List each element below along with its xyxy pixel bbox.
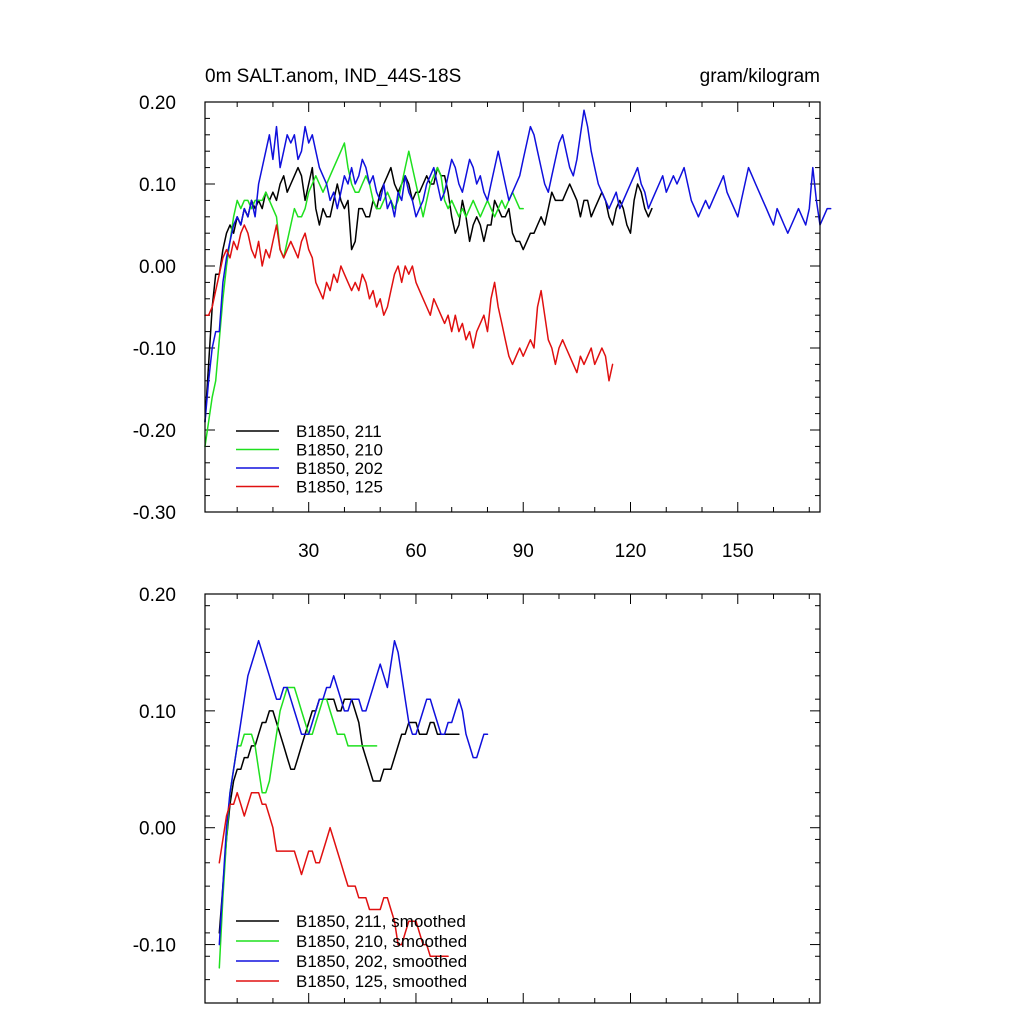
legend-label: B1850, 125, smoothed: [296, 972, 467, 991]
chart-title: 0m SALT.anom, IND_44S-18S: [205, 66, 461, 87]
y-tick-label: 0.10: [139, 702, 176, 723]
y-tick-label: -0.30: [133, 503, 176, 524]
plot-frame: [204, 101, 821, 513]
x-tick-label: 120: [615, 541, 647, 562]
series-line-b1850-202: [204, 109, 832, 423]
legend-label: B1850, 210: [296, 441, 383, 460]
legend-label: B1850, 202: [296, 459, 383, 478]
series-line-b1850-125: [218, 791, 449, 958]
series-line-b1850-211: [218, 698, 460, 934]
legend-label: B1850, 210, smoothed: [296, 932, 467, 951]
series-line-b1850-210: [218, 686, 378, 969]
y-tick-label: 0.20: [139, 93, 176, 114]
units-label: gram/kilogram: [700, 66, 820, 87]
y-tick-label: 0.20: [139, 585, 176, 606]
x-tick-label: 150: [722, 541, 754, 562]
x-tick-label: 30: [298, 541, 319, 562]
legend-label: B1850, 202, smoothed: [296, 952, 467, 971]
plot-frame: [204, 593, 821, 1004]
y-tick-label: -0.20: [133, 421, 176, 442]
y-tick-label: -0.10: [133, 936, 176, 957]
series-line-b1850-210: [204, 142, 524, 448]
series-line-b1850-202: [218, 639, 489, 946]
x-tick-label: 90: [513, 541, 534, 562]
series-line-b1850-125: [204, 224, 614, 382]
legend-label: B1850, 211, smoothed: [296, 912, 466, 931]
y-tick-label: -0.10: [133, 339, 176, 360]
y-tick-label: 0.00: [139, 257, 176, 278]
panel-bottom: 0.200.100.00-0.10 B1850, 211, smoothedB1…: [133, 585, 821, 1004]
y-tick-label: 0.00: [139, 819, 176, 840]
legend-label: B1850, 211: [296, 422, 382, 441]
panel-top: 0m SALT.anom, IND_44S-18S gram/kilogram …: [133, 66, 832, 562]
x-tick-label: 60: [405, 541, 426, 562]
legend-label: B1850, 125: [296, 478, 383, 497]
y-tick-label: 0.10: [139, 175, 176, 196]
